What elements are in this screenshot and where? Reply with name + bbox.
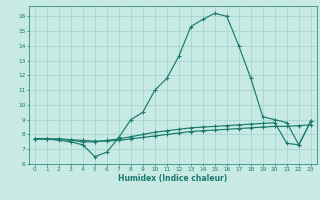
X-axis label: Humidex (Indice chaleur): Humidex (Indice chaleur) bbox=[118, 174, 228, 183]
